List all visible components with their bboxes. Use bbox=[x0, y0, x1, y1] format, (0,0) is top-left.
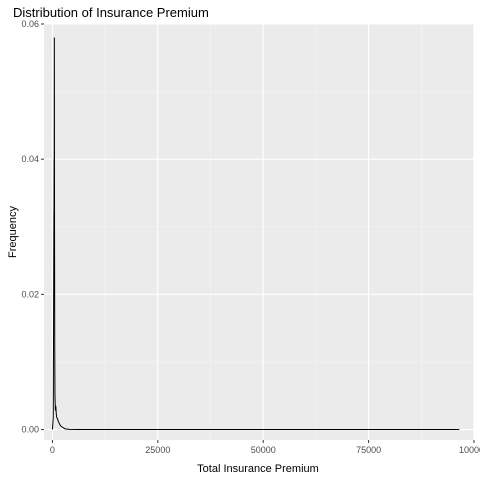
y-axis-title: Frequency bbox=[7, 206, 19, 258]
density-line bbox=[51, 37, 460, 431]
y-tick-label: 0.04 bbox=[21, 154, 39, 164]
y-tick-label: 0.02 bbox=[21, 289, 39, 299]
x-tick-label: 0 bbox=[50, 445, 55, 455]
x-tick-label: 25000 bbox=[145, 445, 170, 455]
y-axis-ticks: 0.00 0.02 0.04 0.06 bbox=[21, 19, 44, 435]
x-axis-ticks: 0 25000 50000 75000 100000 bbox=[50, 440, 480, 455]
x-tick-label: 75000 bbox=[356, 445, 381, 455]
y-tick-label: 0.06 bbox=[21, 19, 39, 29]
x-axis-title: Total Insurance Premium bbox=[197, 463, 319, 475]
x-tick-label: 50000 bbox=[251, 445, 276, 455]
chart-title: Distribution of Insurance Premium bbox=[13, 5, 209, 20]
y-tick-label: 0.00 bbox=[21, 425, 39, 435]
x-tick-label: 100000 bbox=[459, 445, 480, 455]
plot-panel bbox=[44, 24, 474, 440]
